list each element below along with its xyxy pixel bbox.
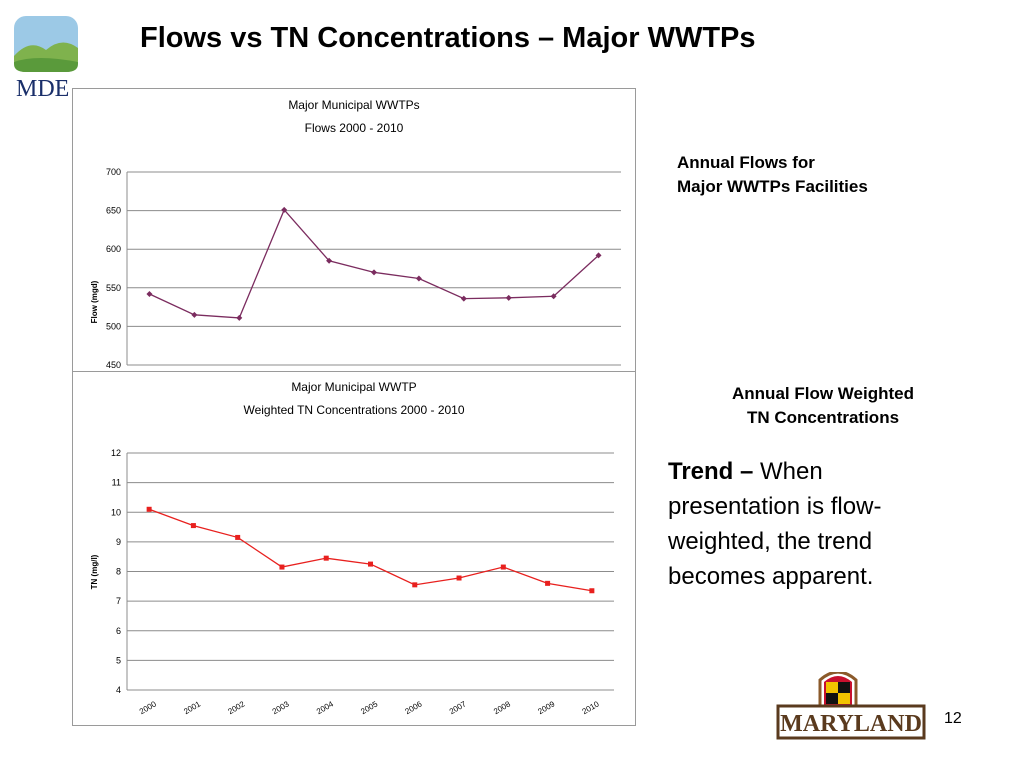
c2-data-point bbox=[146, 506, 152, 512]
c2-xtick-label: 2008 bbox=[492, 699, 512, 716]
c1-data-point bbox=[460, 295, 467, 302]
c2-ytick-label: 9 bbox=[116, 537, 121, 547]
c2-xtick-label: 2010 bbox=[581, 699, 601, 716]
c2-data-point bbox=[190, 523, 196, 529]
c2-xtick-label: 2007 bbox=[448, 699, 468, 716]
c1-ytick-label: 650 bbox=[106, 206, 121, 216]
tn-chart-title: Major Municipal WWTP bbox=[291, 380, 416, 394]
trend-text: Trend – When presentation is flow-weight… bbox=[668, 454, 958, 594]
c2-xtick-label: 2009 bbox=[536, 699, 556, 716]
c2-data-point bbox=[279, 564, 285, 570]
c2-data-point bbox=[456, 575, 462, 581]
maryland-logo-graphic: MARYLAND bbox=[776, 670, 926, 740]
c2-data-point bbox=[412, 582, 418, 588]
page-number: 12 bbox=[944, 710, 962, 727]
c1-ytick-label: 600 bbox=[106, 244, 121, 254]
c2-ytick-label: 5 bbox=[116, 655, 121, 665]
tn-chart-svg: Major Municipal WWTP Weighted TN Concent… bbox=[90, 380, 614, 716]
c2-ytick-label: 8 bbox=[116, 567, 121, 577]
tn-note-line1: Annual Flow Weighted bbox=[732, 384, 914, 403]
c1-ytick-label: 700 bbox=[106, 167, 121, 177]
tn-note-line2: TN Concentrations bbox=[746, 408, 900, 427]
c1-data-point bbox=[191, 311, 198, 318]
flows-chart-ylabel: Flow (mgd) bbox=[90, 280, 99, 323]
trend-body: When presentation is flow-weighted, the … bbox=[668, 458, 882, 590]
c1-data-point bbox=[371, 269, 377, 276]
maryland-logo: MARYLAND bbox=[776, 670, 926, 742]
flows-note-line1: Annual Flows for bbox=[677, 153, 815, 172]
maryland-logo-text: MARYLAND bbox=[780, 711, 922, 737]
c2-xtick-label: 2002 bbox=[226, 699, 246, 716]
c1-ytick-label: 450 bbox=[106, 360, 121, 370]
slide-title: Flows vs TN Concentrations – Major WWTPs bbox=[140, 22, 756, 54]
c1-data-point bbox=[415, 275, 422, 282]
c2-xtick-label: 2003 bbox=[271, 699, 291, 716]
c2-ytick-label: 6 bbox=[116, 626, 121, 636]
tn-note: Annual Flow Weighted TN Concentrations bbox=[690, 382, 956, 430]
c2-data-point bbox=[500, 564, 506, 570]
flows-chart-title: Major Municipal WWTPs bbox=[288, 98, 419, 112]
c1-data-point bbox=[550, 293, 557, 300]
c1-ytick-label: 500 bbox=[106, 321, 121, 331]
c2-xtick-label: 2006 bbox=[404, 699, 424, 716]
c2-data-point bbox=[545, 580, 551, 586]
c2-xtick-label: 2001 bbox=[182, 699, 202, 716]
c2-ytick-label: 11 bbox=[112, 478, 121, 488]
c2-data-point bbox=[368, 561, 373, 567]
c2-ytick-label: 4 bbox=[116, 685, 121, 695]
c1-data-point bbox=[505, 294, 512, 301]
trend-label: Trend – bbox=[668, 458, 754, 485]
c1-data-point bbox=[326, 257, 333, 264]
c2-xtick-label: 2000 bbox=[138, 699, 158, 716]
mde-logo-graphic: MDE bbox=[14, 16, 78, 102]
c2-data-point bbox=[589, 588, 595, 594]
c1-data-point bbox=[146, 290, 153, 297]
tn-chart: Major Municipal WWTP Weighted TN Concent… bbox=[72, 371, 636, 726]
c1-data-point bbox=[236, 314, 243, 321]
c2-xtick-label: 2004 bbox=[315, 699, 335, 716]
c1-data-point bbox=[595, 252, 602, 259]
tn-chart-subtitle: Weighted TN Concentrations 2000 - 2010 bbox=[243, 403, 464, 417]
flows-note: Annual Flows for Major WWTPs Facilities bbox=[677, 151, 868, 199]
c2-ytick-label: 7 bbox=[116, 596, 121, 606]
c2-data-point bbox=[235, 534, 241, 540]
c1-data-point bbox=[281, 206, 288, 213]
c2-ytick-label: 10 bbox=[111, 507, 121, 517]
c1-series-line bbox=[149, 208, 599, 319]
c2-ytick-label: 12 bbox=[111, 448, 121, 458]
mde-logo: MDE bbox=[12, 14, 86, 102]
mde-logo-text: MDE bbox=[16, 76, 69, 100]
c2-series-line bbox=[148, 508, 592, 592]
tn-chart-ylabel: TN (mg/l) bbox=[90, 554, 99, 589]
c2-xtick-label: 2005 bbox=[359, 699, 379, 716]
flows-chart-subtitle: Flows 2000 - 2010 bbox=[305, 121, 404, 135]
c2-data-point bbox=[323, 555, 329, 561]
flows-chart-svg: Major Municipal WWTPs Flows 2000 - 2010 … bbox=[90, 98, 621, 370]
flows-note-line2: Major WWTPs Facilities bbox=[677, 177, 868, 196]
c1-ytick-label: 550 bbox=[106, 283, 121, 293]
